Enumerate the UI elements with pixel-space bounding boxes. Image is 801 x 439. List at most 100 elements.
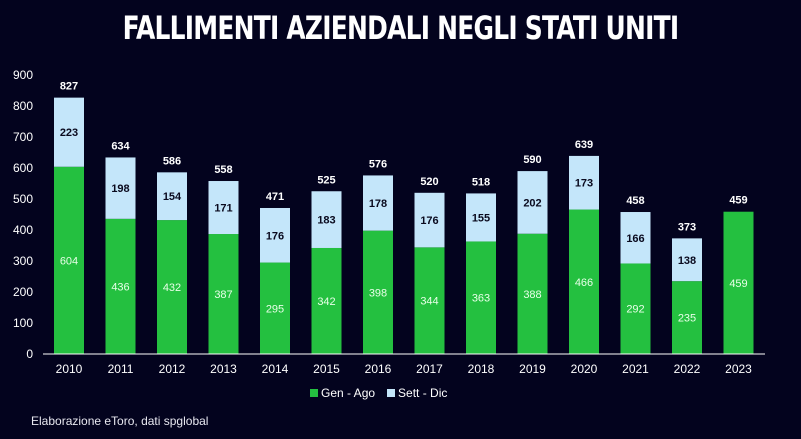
bar-segment-gen-ago — [311, 247, 342, 354]
x-axis: 2010 2011 2012 2013 2014 2015 2016 2017 2018 2019… — [56, 362, 753, 376]
legend-swatch-gen-ago — [310, 389, 318, 397]
bar-segment-gen-ago — [54, 166, 84, 354]
x-tick-label: 2018 — [468, 362, 495, 376]
bar-segment-gen-ago — [208, 234, 239, 354]
data-label: 387 — [214, 289, 232, 301]
total-label: 459 — [729, 195, 747, 207]
legend-item-gen-ago: Gen - Ago — [310, 386, 375, 400]
data-label: 388 — [523, 289, 541, 301]
y-tick-label: 800 — [13, 99, 33, 113]
total-label: 373 — [678, 221, 696, 233]
legend-label: Gen - Ago — [321, 386, 376, 400]
bar-segment-sett-dic — [260, 207, 290, 263]
data-label: 604 — [60, 255, 78, 267]
bar-segment-gen-ago — [414, 247, 445, 354]
total-label: 520 — [420, 176, 438, 188]
total-label: 827 — [60, 81, 78, 93]
x-tick-label: 2016 — [365, 362, 392, 376]
legend-item-sett-dic: Sett - Dic — [387, 386, 447, 400]
x-tick-label: 2020 — [571, 362, 598, 376]
y-tick-label: 600 — [13, 161, 33, 175]
bar-segment-gen-ago — [517, 233, 548, 354]
bar-segment-gen-ago — [260, 262, 290, 354]
bar-segment-sett-dic — [517, 171, 548, 234]
x-tick-label: 2010 — [56, 362, 83, 376]
data-label: 178 — [369, 198, 387, 210]
y-tick-label: 400 — [13, 223, 33, 237]
bar-segment-sett-dic — [105, 157, 136, 219]
data-label: 436 — [111, 281, 129, 293]
bar-segment-sett-dic — [672, 238, 702, 282]
data-label: 398 — [369, 287, 387, 299]
y-tick-label: 900 — [13, 68, 33, 82]
total-label: 458 — [626, 195, 644, 207]
bar-segment-gen-ago — [105, 218, 136, 354]
data-label: 342 — [317, 296, 335, 308]
bar-segment-sett-dic — [54, 97, 84, 167]
y-axis: 0 100 200 300 400 500 600 700 800 900 — [13, 68, 33, 361]
bar-segment-gen-ago — [723, 211, 754, 354]
total-label: 586 — [163, 155, 181, 167]
total-label: 525 — [317, 174, 335, 186]
legend-label: Sett - Dic — [398, 386, 448, 400]
data-label: 183 — [317, 215, 335, 227]
data-label: 235 — [678, 313, 696, 325]
data-label: 166 — [626, 233, 644, 245]
bar-segment-sett-dic — [311, 191, 342, 248]
bar-segment-gen-ago — [363, 230, 393, 354]
x-tick-label: 2015 — [313, 362, 340, 376]
total-label: 518 — [472, 176, 490, 188]
bar-segment-sett-dic — [414, 192, 445, 248]
bar-segment-gen-ago — [157, 220, 187, 354]
data-label: 202 — [523, 197, 541, 209]
total-label: 558 — [214, 164, 232, 176]
bar-segment-gen-ago — [466, 241, 496, 354]
data-label: 466 — [575, 277, 593, 289]
source-note: Elaborazione eToro, dati spglobal — [31, 414, 209, 428]
data-label: 176 — [420, 215, 438, 227]
bar-segment-gen-ago — [569, 209, 599, 354]
x-tick-label: 2022 — [674, 362, 701, 376]
x-tick-label: 2017 — [416, 362, 443, 376]
bar-segment-sett-dic — [157, 172, 187, 221]
bar-segment-gen-ago — [620, 263, 651, 354]
total-label: 590 — [523, 154, 541, 166]
data-label: 176 — [266, 230, 284, 242]
x-tick-label: 2014 — [262, 362, 289, 376]
y-tick-label: 0 — [26, 347, 33, 361]
total-label: 639 — [575, 139, 593, 151]
data-label: 459 — [729, 278, 747, 290]
x-tick-label: 2012 — [159, 362, 186, 376]
data-label: 154 — [163, 191, 182, 203]
y-tick-label: 700 — [13, 130, 33, 144]
data-label: 432 — [163, 282, 181, 294]
bars: 604 223 827 436 198 634 432 154 586 387 171 558 295 1… — [54, 81, 754, 354]
data-label: 173 — [575, 178, 593, 190]
bar-segment-sett-dic — [466, 193, 496, 242]
legend: Gen - Ago Sett - Dic — [0, 386, 801, 400]
x-tick-label: 2011 — [108, 362, 134, 376]
total-label: 634 — [111, 140, 130, 152]
data-label: 138 — [678, 255, 696, 267]
x-tick-label: 2013 — [210, 362, 237, 376]
data-label: 223 — [60, 127, 78, 139]
data-label: 344 — [420, 296, 438, 308]
data-label: 363 — [472, 293, 490, 305]
y-tick-label: 300 — [13, 254, 33, 268]
x-tick-label: 2021 — [622, 362, 649, 376]
legend-swatch-sett-dic — [387, 389, 396, 397]
data-label: 292 — [626, 304, 644, 316]
total-label: 576 — [369, 158, 387, 170]
data-label: 155 — [472, 212, 490, 224]
x-tick-label: 2019 — [519, 362, 546, 376]
data-label: 171 — [214, 203, 232, 215]
bar-segment-gen-ago — [672, 281, 702, 354]
data-label: 198 — [111, 183, 129, 195]
chart-title: FALLIMENTI AZIENDALI NEGLI STATI UNITI — [122, 9, 680, 47]
bar-segment-sett-dic — [208, 181, 239, 235]
y-tick-label: 500 — [13, 192, 33, 206]
total-label: 471 — [266, 191, 284, 203]
bar-segment-sett-dic — [363, 175, 393, 231]
y-tick-label: 100 — [13, 316, 33, 330]
data-label: 295 — [266, 303, 284, 315]
